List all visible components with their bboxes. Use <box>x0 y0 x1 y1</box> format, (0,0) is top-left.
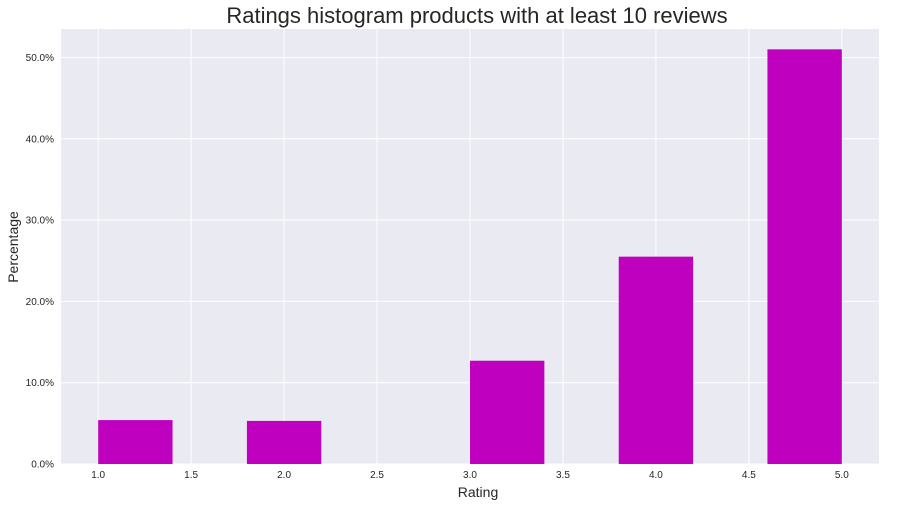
bars <box>98 49 842 465</box>
y-tick-labels: 0.0% 10.0% 20.0% 30.0% 40.0% 50.0% <box>26 53 54 471</box>
x-tick-label: 1.0 <box>91 470 105 481</box>
y-tick-label: 20.0% <box>26 297 54 308</box>
x-axis-label: Rating <box>458 484 498 500</box>
x-tick-label: 3.0 <box>463 470 477 481</box>
x-tick-label: 2.5 <box>370 470 384 481</box>
y-tick-label: 40.0% <box>26 134 54 145</box>
x-tick-label: 4.5 <box>742 470 756 481</box>
y-axis-label: Percentage <box>5 211 21 283</box>
y-tick-label: 10.0% <box>26 378 54 389</box>
histogram-bar <box>618 256 694 464</box>
x-tick-label: 2.0 <box>277 470 291 481</box>
y-tick-label: 30.0% <box>26 216 54 227</box>
histogram-bar <box>98 420 173 464</box>
x-tick-label: 4.0 <box>649 470 663 481</box>
histogram-bar <box>246 420 322 464</box>
histogram-bar <box>767 49 842 465</box>
x-tick-label: 3.5 <box>556 470 570 481</box>
histogram-bar <box>470 360 545 464</box>
y-tick-label: 0.0% <box>31 460 54 471</box>
x-tick-labels: 1.0 1.5 2.0 2.5 3.0 3.5 4.0 4.5 5.0 <box>91 470 849 481</box>
x-tick-label: 5.0 <box>835 470 849 481</box>
x-tick-label: 1.5 <box>184 470 198 481</box>
chart-title: Ratings histogram products with at least… <box>226 3 727 28</box>
y-tick-label: 50.0% <box>26 53 54 64</box>
